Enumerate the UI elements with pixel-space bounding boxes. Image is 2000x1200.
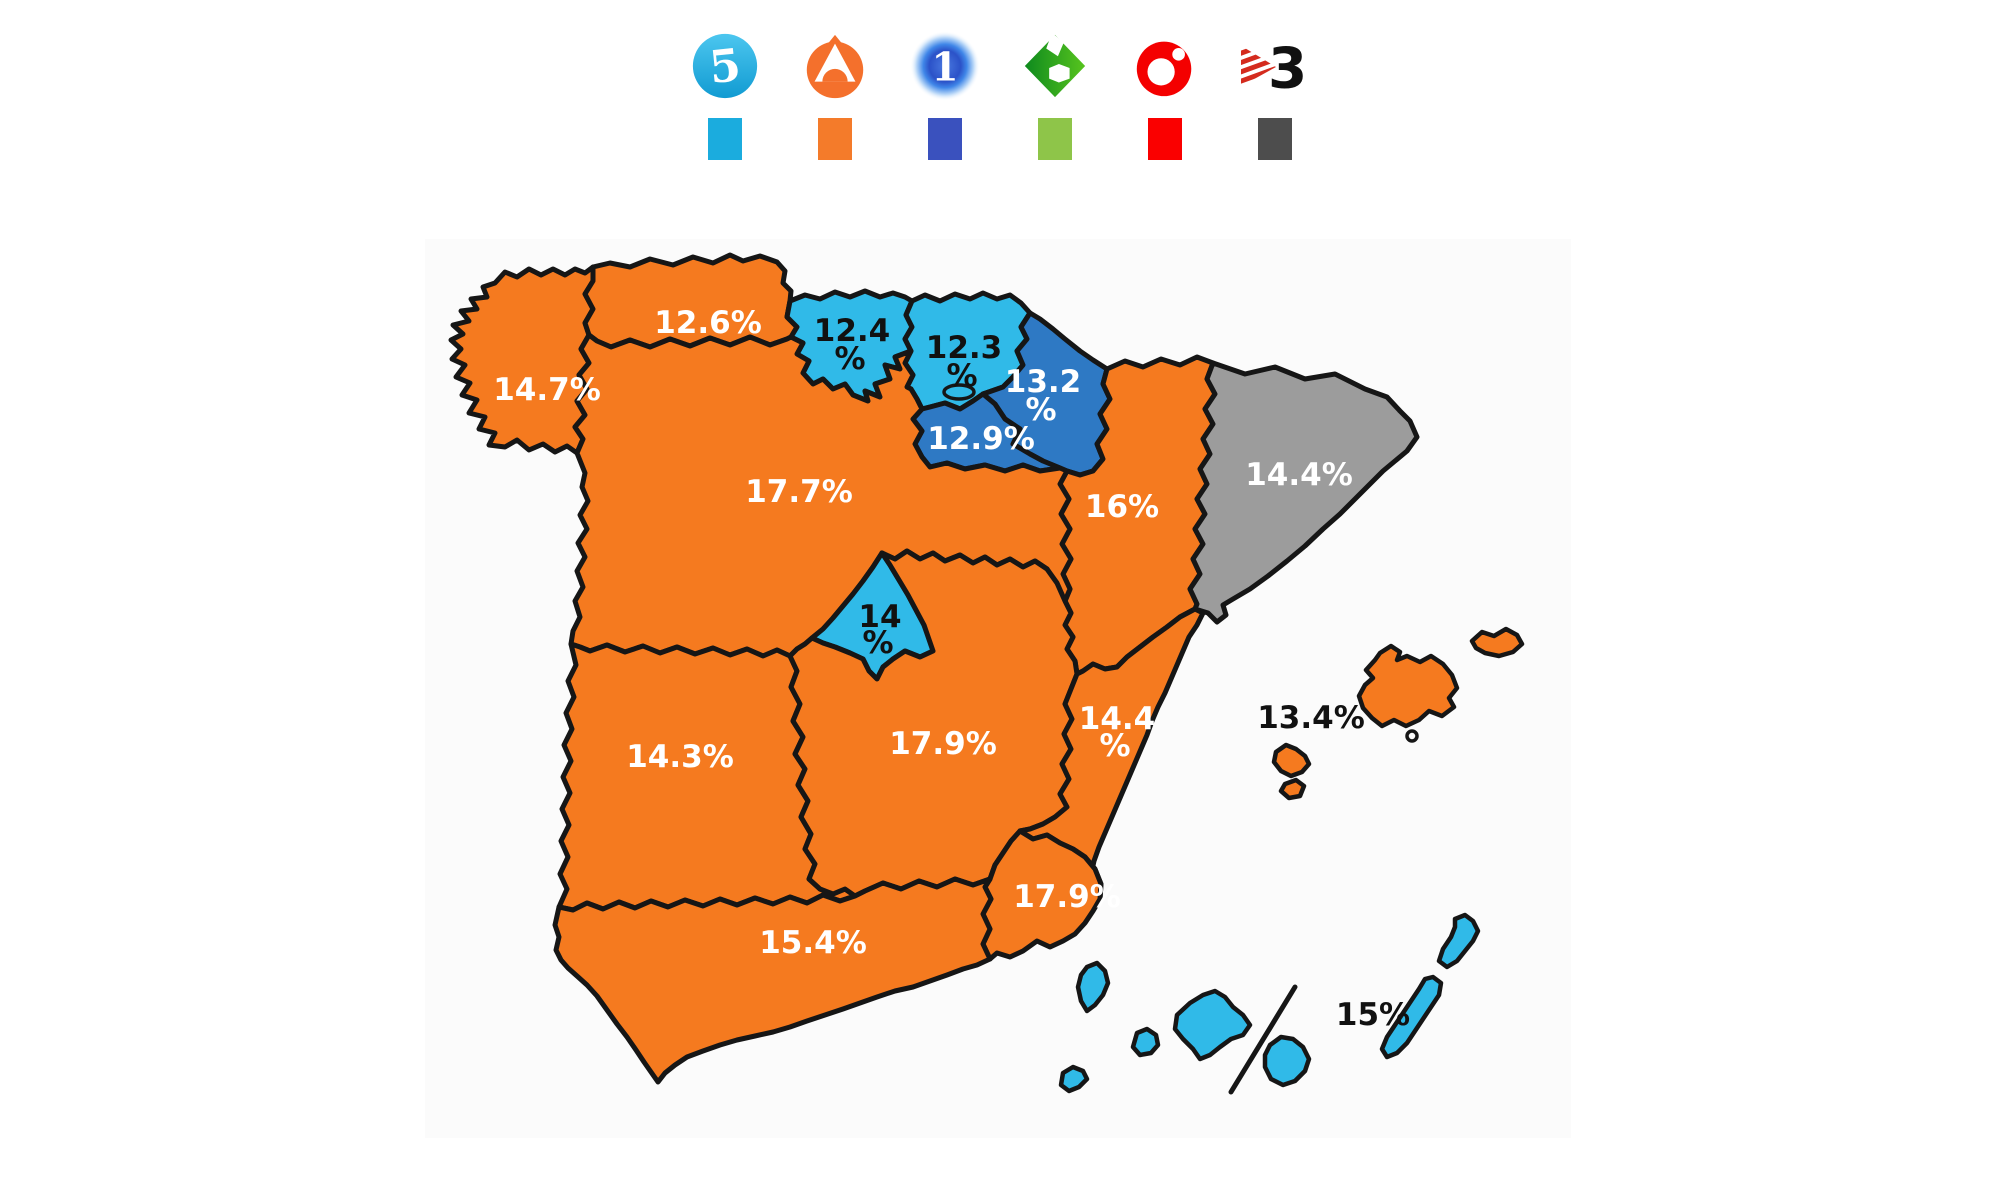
region-baleares-islands [1271, 626, 1525, 801]
formentera-island [1278, 777, 1307, 801]
region-label-cataluna: 14.4% [1245, 457, 1353, 493]
legend-swatch-antena3 [818, 118, 852, 160]
region-label-castilla-y-leon: 17.7% [745, 474, 853, 510]
region-label-madrid-pct: % [862, 625, 893, 661]
lasexta-logo-icon [1024, 32, 1086, 98]
region-andalucia [552, 876, 994, 1085]
region-label-canarias: 15% [1336, 997, 1410, 1033]
region-label-castilla-la-mancha: 17.9% [889, 726, 997, 762]
cuatro-logo-icon [1136, 41, 1192, 97]
telecinco-logo-icon: 5 [692, 33, 758, 99]
la-palma-island [1075, 960, 1111, 1014]
legend-item-cuatro [1127, 30, 1203, 160]
tv3-logo-icon: 3 [1240, 36, 1307, 101]
spain-map-panel: 14.7% 12.6% 12.4 % 12.3 % 13.2 % 12.9% 1… [425, 239, 1571, 1138]
legend-item-antena3 [797, 30, 873, 160]
la1-logo-icon: 1 [909, 30, 981, 102]
region-label-cantabria: 12.4 [814, 313, 891, 349]
legend-item-la1: 1 [907, 30, 983, 160]
menorca-island [1469, 626, 1525, 659]
legend-swatch-telecinco [708, 118, 742, 160]
region-label-madrid: 14 [858, 599, 901, 635]
region-label-cantabria-pct: % [834, 341, 865, 377]
tenerife-island [1172, 988, 1253, 1062]
svg-text:3: 3 [1268, 36, 1307, 101]
la-gomera-island [1130, 1026, 1161, 1058]
fuerteventura-island [1379, 974, 1444, 1060]
mallorca-island [1356, 643, 1460, 729]
svg-text:1: 1 [931, 45, 958, 91]
lanzarote-island [1436, 912, 1481, 970]
region-label-baleares: 13.4% [1257, 700, 1365, 736]
region-label-aragon: 16% [1085, 489, 1159, 525]
region-label-murcia: 17.9% [1013, 879, 1121, 915]
ibiza-island [1271, 742, 1312, 779]
region-label-la-rioja: 12.9% [927, 421, 1035, 457]
gran-canaria-island [1262, 1034, 1312, 1088]
canarias-divider-line [1228, 984, 1298, 1095]
region-label-galicia: 14.7% [493, 372, 601, 408]
spain-choropleth-map: 14.7% 12.6% 12.4 % 12.3 % 13.2 % 12.9% 1… [448, 252, 1525, 1095]
legend-item-lasexta [1017, 30, 1093, 160]
cabrera-islet [1405, 729, 1419, 743]
svg-text:5: 5 [707, 38, 744, 94]
region-label-andalucia: 15.4% [759, 925, 867, 961]
legend-item-telecinco: 5 [687, 30, 763, 160]
channel-legend: 5 [687, 30, 1313, 160]
region-cataluna [1187, 360, 1420, 625]
region-canarias-islands [1058, 912, 1481, 1095]
el-hierro-island [1058, 1064, 1090, 1094]
region-label-asturias: 12.6% [654, 305, 762, 341]
trevino-enclave-outline [942, 383, 976, 401]
legend-swatch-cuatro [1148, 118, 1182, 160]
region-label-valenciana: 14.4 [1079, 701, 1156, 737]
region-label-navarra-pct: % [1025, 392, 1056, 428]
legend-swatch-la1 [928, 118, 962, 160]
legend-item-tv3: 3 [1237, 30, 1313, 160]
antena3-logo-icon [806, 34, 864, 99]
region-label-pais-vasco-pct: % [946, 358, 977, 394]
legend-swatch-tv3 [1258, 118, 1292, 160]
region-label-valenciana-pct: % [1099, 728, 1130, 764]
region-galicia [448, 264, 596, 456]
region-label-navarra: 13.2 [1005, 364, 1082, 400]
region-label-extremadura: 14.3% [626, 739, 734, 775]
region-label-pais-vasco: 12.3 [926, 330, 1003, 366]
legend-swatch-lasexta [1038, 118, 1072, 160]
